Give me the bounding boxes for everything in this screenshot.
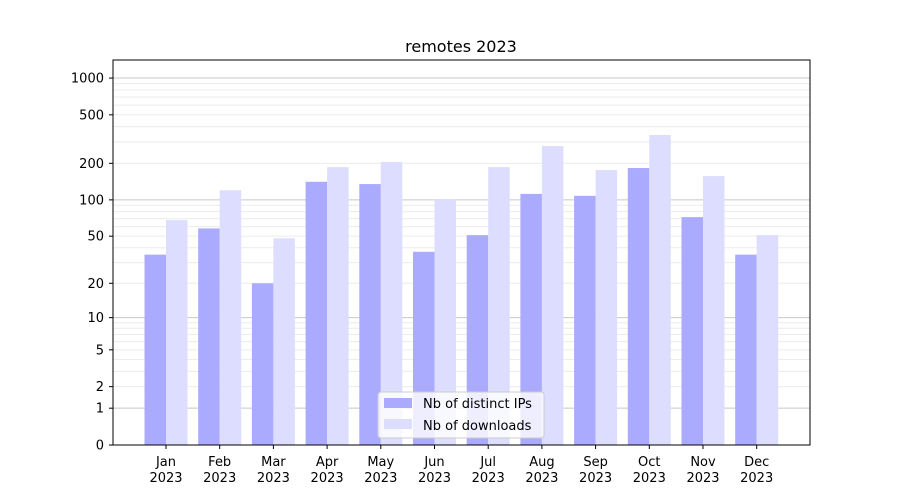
bar-distinct-ips xyxy=(359,184,381,446)
bar-downloads xyxy=(327,167,349,445)
y-tick-label: 1 xyxy=(96,402,104,417)
y-tick-label: 20 xyxy=(87,277,104,292)
x-tick-label: Sep 2023 xyxy=(579,455,612,486)
x-tick-label: Mar 2023 xyxy=(257,455,290,486)
legend-box xyxy=(377,391,545,439)
x-tick-label: Jul 2023 xyxy=(472,455,505,486)
y-tick-label: 2 xyxy=(96,380,104,395)
y-tick-label: 10 xyxy=(87,311,104,326)
bar-downloads xyxy=(434,199,456,445)
legend-label-ips: Nb of distinct IPs xyxy=(423,397,532,412)
y-tick-label: 100 xyxy=(79,193,104,208)
bar-distinct-ips xyxy=(735,254,757,445)
y-tick-label: 5 xyxy=(96,343,104,358)
x-tick-label: Jun 2023 xyxy=(418,455,451,486)
x-tick-label: Apr 2023 xyxy=(311,455,344,486)
chart-title: remotes 2023 xyxy=(405,37,517,56)
bar-downloads xyxy=(380,162,403,445)
bar-downloads xyxy=(595,170,618,445)
y-tick-label: 200 xyxy=(79,157,104,172)
bar-downloads xyxy=(219,190,242,445)
x-tick-label: Oct 2023 xyxy=(633,455,666,486)
bar-distinct-ips xyxy=(198,228,220,445)
legend-swatch-ips xyxy=(384,398,412,408)
x-tick-label: Aug 2023 xyxy=(525,455,558,486)
legend: Nb of distinct IPs Nb of downloads xyxy=(377,391,545,439)
x-tick-label: May 2023 xyxy=(364,455,397,486)
bar-downloads xyxy=(541,146,564,445)
bars xyxy=(144,134,779,446)
bar-distinct-ips xyxy=(681,217,703,445)
bar-distinct-ips xyxy=(305,181,328,445)
x-tick-label: Jan 2023 xyxy=(149,455,182,486)
bar-downloads xyxy=(166,220,188,445)
y-tick-label: 1000 xyxy=(71,72,104,87)
bar-distinct-ips xyxy=(251,283,274,445)
x-tick-label: Dec 2023 xyxy=(740,455,773,486)
bar-distinct-ips xyxy=(520,193,542,445)
y-tick-label: 500 xyxy=(79,108,104,123)
bar-distinct-ips xyxy=(574,195,596,445)
x-tick-label: Feb 2023 xyxy=(203,455,236,486)
legend-label-downloads: Nb of downloads xyxy=(423,419,532,434)
bar-downloads xyxy=(703,176,725,445)
x-axis: Jan 2023 Feb 2023 Mar 2023 Apr 2023 May 2023 Jun 20… xyxy=(149,445,773,486)
y-axis: 0 1 2 5 10 20 50 100 200 500 1000 xyxy=(71,72,113,454)
y-tick-label: 0 xyxy=(96,439,104,454)
bar-downloads xyxy=(488,167,510,445)
legend-swatch-downloads xyxy=(384,419,412,429)
bar-distinct-ips xyxy=(627,168,650,445)
bar-distinct-ips xyxy=(144,254,166,445)
bar-downloads xyxy=(649,134,671,445)
x-tick-label: Nov 2023 xyxy=(686,455,719,486)
plot-frame xyxy=(112,59,811,446)
bar-downloads xyxy=(273,238,295,445)
bar-downloads xyxy=(756,235,779,445)
y-tick-label: 50 xyxy=(87,230,104,245)
